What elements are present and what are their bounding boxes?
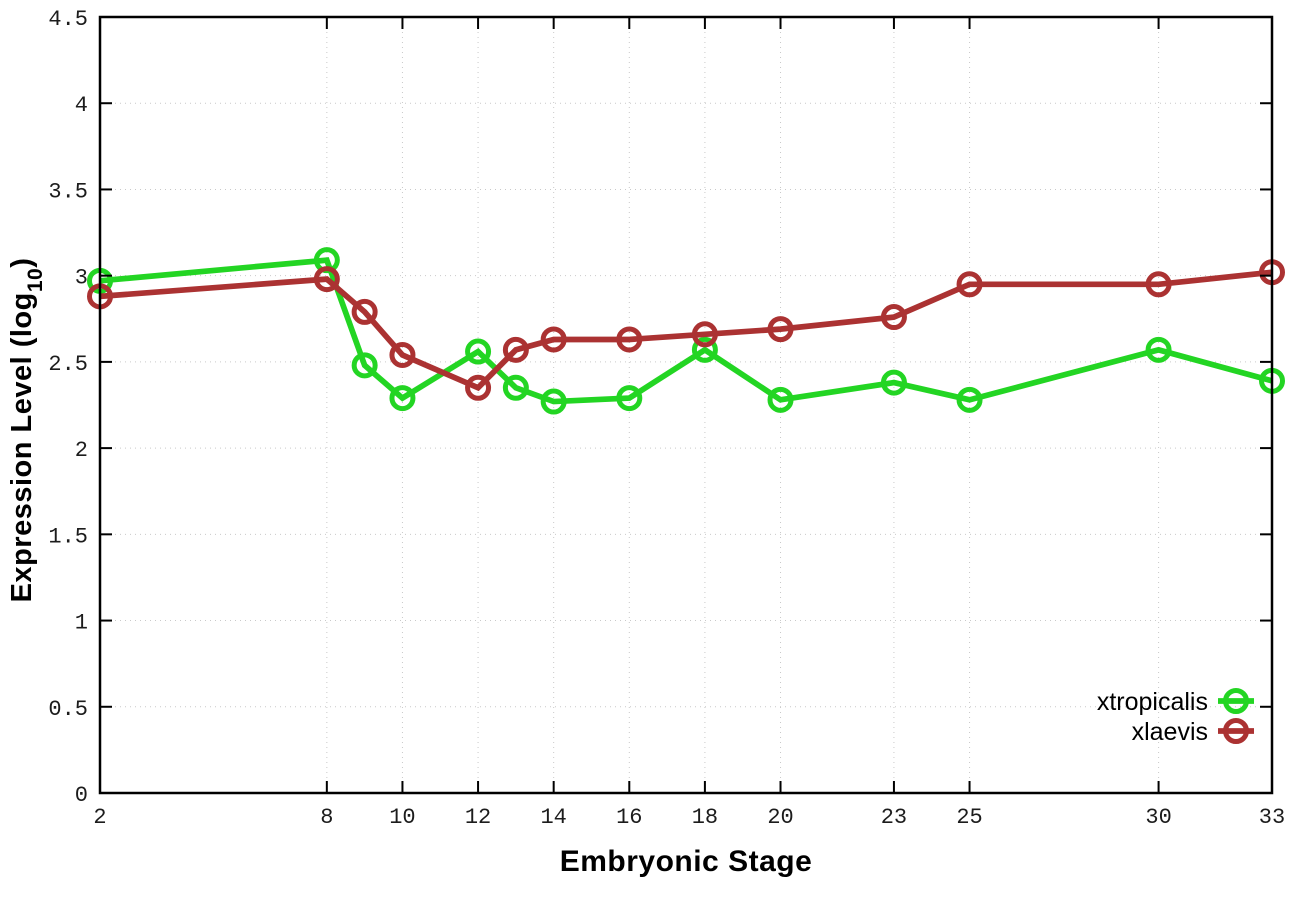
data-point-xtropicalis-stage-30: [1145, 336, 1172, 363]
y-axis-title-subscript: 10: [23, 267, 47, 293]
x-tick-label-18: 18: [692, 805, 718, 830]
data-point-xtropicalis-stage-10: [389, 385, 416, 412]
y-tick-label-4.5: 4.5: [48, 7, 88, 32]
data-point-xlaevis-stage-12: [465, 374, 492, 401]
y-tick-label-2: 2: [75, 438, 88, 463]
data-point-xlaevis-stage-16: [616, 326, 643, 353]
y-tick-label-1: 1: [75, 611, 88, 636]
x-tick-label-14: 14: [540, 805, 566, 830]
legend-label-xlaevis: xlaevis: [1132, 718, 1208, 746]
data-point-xlaevis-stage-10: [389, 341, 416, 368]
x-tick-label-12: 12: [465, 805, 491, 830]
y-tick-label-3.5: 3.5: [48, 179, 88, 204]
x-axis-title: Embryonic Stage: [559, 845, 813, 878]
data-point-xtropicalis-stage-25: [956, 386, 983, 413]
y-tick-label-3: 3: [75, 266, 88, 291]
x-tick-label-23: 23: [881, 805, 907, 830]
data-point-xlaevis-stage-9: [351, 298, 378, 325]
y-tick-label-0: 0: [75, 783, 88, 808]
data-point-xlaevis-stage-8: [313, 266, 340, 293]
data-point-xtropicalis-stage-9: [351, 352, 378, 379]
data-point-xtropicalis-stage-13: [502, 374, 529, 401]
data-point-xlaevis-stage-30: [1145, 271, 1172, 298]
x-tick-label-10: 10: [389, 805, 415, 830]
data-point-xlaevis-stage-20: [767, 316, 794, 343]
data-point-xtropicalis-stage-12: [465, 338, 492, 365]
legend-label-xtropicalis: xtropicalis: [1097, 688, 1208, 716]
data-point-xtropicalis-stage-23: [880, 369, 907, 396]
data-point-xlaevis-stage-13: [502, 336, 529, 363]
plot-border: [98, 15, 1274, 795]
data-point-xlaevis-stage-23: [880, 304, 907, 331]
legend-sample-marker-xlaevis: [1223, 718, 1249, 744]
y-tick-label-1.5: 1.5: [48, 524, 88, 549]
y-tick-label-0.5: 0.5: [48, 697, 88, 722]
data-point-xlaevis-stage-14: [540, 326, 567, 353]
y-axis-title: Expression Level (log10): [3, 40, 47, 820]
y-tick-label-4: 4: [75, 93, 88, 118]
data-point-xtropicalis-stage-18: [691, 336, 718, 363]
x-tick-label-16: 16: [616, 805, 642, 830]
legend-sample-marker-xtropicalis: [1223, 688, 1249, 714]
data-point-xtropicalis-stage-20: [767, 386, 794, 413]
data-point-xtropicalis-stage-16: [616, 385, 643, 412]
x-tick-label-20: 20: [767, 805, 793, 830]
y-axis-title-close: ): [6, 257, 38, 268]
y-axis-title-main: Expression Level (log: [6, 292, 38, 603]
data-point-xlaevis-stage-18: [691, 321, 718, 348]
data-point-xtropicalis-stage-14: [540, 388, 567, 415]
x-tick-label-25: 25: [956, 805, 982, 830]
series-line-xlaevis: [99, 269, 1273, 392]
y-tick-label-2.5: 2.5: [48, 352, 88, 377]
x-tick-label-33: 33: [1259, 805, 1285, 830]
x-tick-label-2: 2: [93, 805, 106, 830]
x-tick-label-30: 30: [1145, 805, 1171, 830]
data-point-xlaevis-stage-25: [956, 271, 983, 298]
x-tick-label-8: 8: [320, 805, 333, 830]
